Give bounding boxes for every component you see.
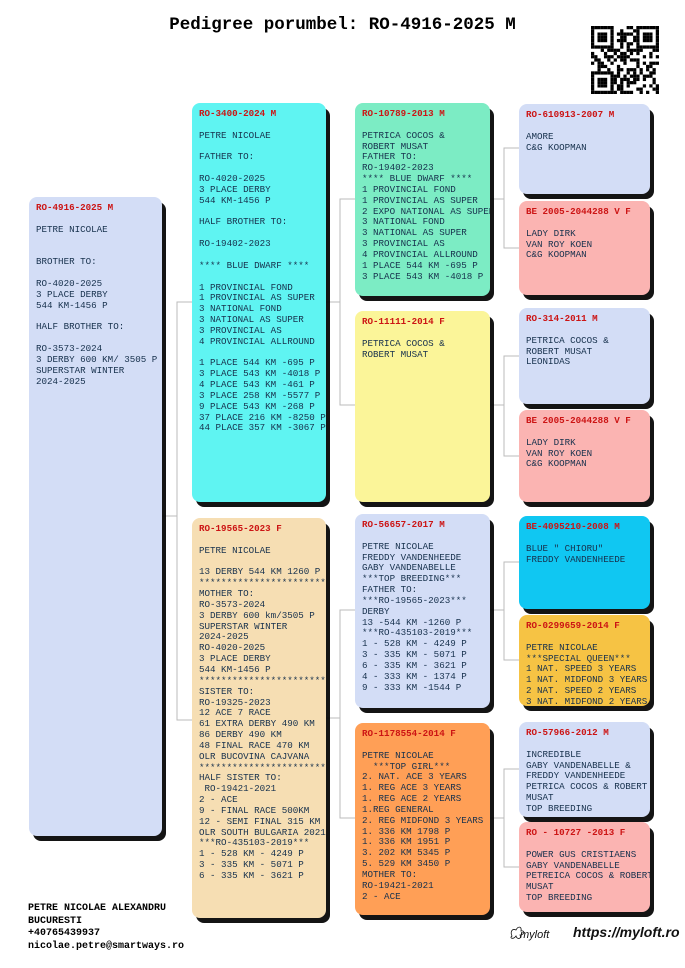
svg-text:myloft: myloft [520, 929, 550, 941]
